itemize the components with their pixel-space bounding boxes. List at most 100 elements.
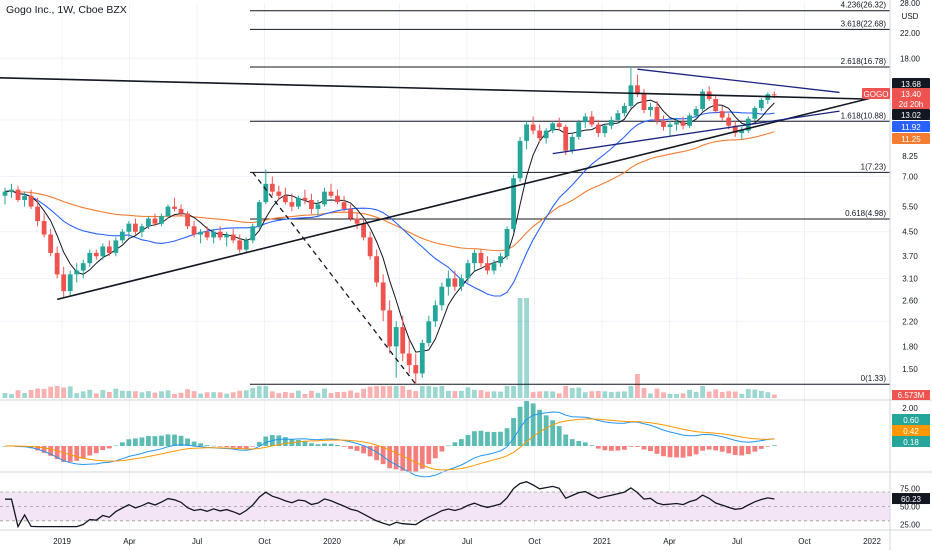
volume-bar [550,391,556,398]
rsi-badge-label: 60.23 [901,495,922,504]
candle-body [237,240,243,250]
macd-histogram-bar [41,446,47,453]
candle-body [276,191,282,196]
volume-bar [22,392,27,398]
macd-histogram-bar [439,446,445,452]
macd-histogram-bar [465,435,471,446]
macd-badge-label: 0.18 [903,438,919,447]
candle-body [752,107,758,119]
volume-bar [524,298,529,398]
volume-bar [367,386,373,398]
candle-body [648,106,653,111]
macd-histogram-bar [204,445,210,446]
macd-histogram-bar [563,434,569,446]
volume-bar [661,392,666,398]
macd-histogram-bar [550,420,556,446]
macd-histogram-bar [172,434,177,446]
ema-long-line [5,131,775,252]
macd-histogram-bar [80,446,86,459]
candle-body [426,321,432,343]
volume-bar [648,393,653,398]
macd-histogram-bar [530,403,536,446]
candle-body [146,218,151,227]
macd-badge [892,425,930,436]
volume-bar [419,386,425,398]
macd-badge-label: 0.60 [903,416,919,425]
macd-histogram-bar [752,446,758,452]
volume-bar [680,393,686,398]
macd-badge [892,414,930,425]
volume-bar [732,391,738,398]
macd-histogram-bar [178,435,184,446]
candle-body [700,91,706,110]
candle-body [511,178,516,229]
candle-body [2,191,8,196]
candle-body [250,226,256,241]
candle-body [576,122,582,137]
volume-bar [406,389,412,398]
volume-bar [237,390,243,398]
volume-bar [400,386,406,398]
macd-histogram-bar [93,446,99,454]
volume-bars [2,298,777,398]
macd-histogram-bar [302,441,308,446]
macd-histogram-bar [361,446,366,454]
macd-histogram-bar [771,445,777,446]
volume-bar [537,391,543,398]
macd-histogram-bar [452,442,458,446]
candle-body [172,206,177,209]
candle-body [543,130,549,139]
x-tick-label: Oct [528,537,541,546]
macd-tick-label: 2.00 [902,404,918,413]
candle-body [439,286,445,306]
grid-lines [0,3,890,528]
candle-body [159,216,164,224]
macd-histogram-bar [256,441,262,446]
volume-bar [41,388,47,398]
macd-histogram-bar [511,418,516,446]
candle-body [732,125,738,134]
macd-histogram-bar [87,446,93,456]
macd-histogram-bar [354,446,360,451]
y-tick-label: 3.10 [902,274,918,283]
y-tick-label: 22.00 [900,29,921,38]
candle-body [589,116,595,125]
volume-badge-label: 6.573M [898,391,925,400]
volume-bar [517,298,523,398]
candle-body [22,195,27,200]
candle-body [615,113,621,120]
volume-bar [289,392,295,398]
candle-body [41,221,47,235]
candle-body [74,270,80,275]
candle-body [224,234,230,238]
candle-body [341,202,347,209]
price-axis[interactable]: 28.00 22.00 18.00 8.25 7.00 5.50 4.50 3.70 3.10 2… [862,0,930,529]
volume-bar [569,388,575,398]
price-badge [862,88,890,99]
candle-body [322,191,327,205]
candle-body [328,191,334,196]
macd-histogram-bar [661,446,666,457]
candle-body [680,122,686,126]
macd-histogram-bar [100,446,106,451]
macd-histogram-bar [139,437,145,446]
candle-body [400,327,406,354]
volume-bar [296,390,301,398]
macd-histogram-bar [54,446,60,460]
macd-histogram-bar [582,442,588,446]
candle-body [635,85,640,95]
macd-histogram-bar [432,446,438,459]
volume-bar [198,393,203,398]
volume-bar [315,392,321,398]
x-tick-label: 2022 [863,537,881,546]
time-axis[interactable]: 2019 Apr Jul Oct 2020 Apr Jul Oct 2021 Apr Jul Oct 2… [53,537,881,546]
macd-histogram-bar [296,439,301,446]
macd-badge [892,436,930,447]
macd-histogram-bar [537,409,543,446]
volume-bar [269,391,275,398]
macd-histogram-bar [250,446,256,447]
candle-body [758,99,764,108]
candle-body [217,231,223,238]
candle-body [595,124,601,134]
